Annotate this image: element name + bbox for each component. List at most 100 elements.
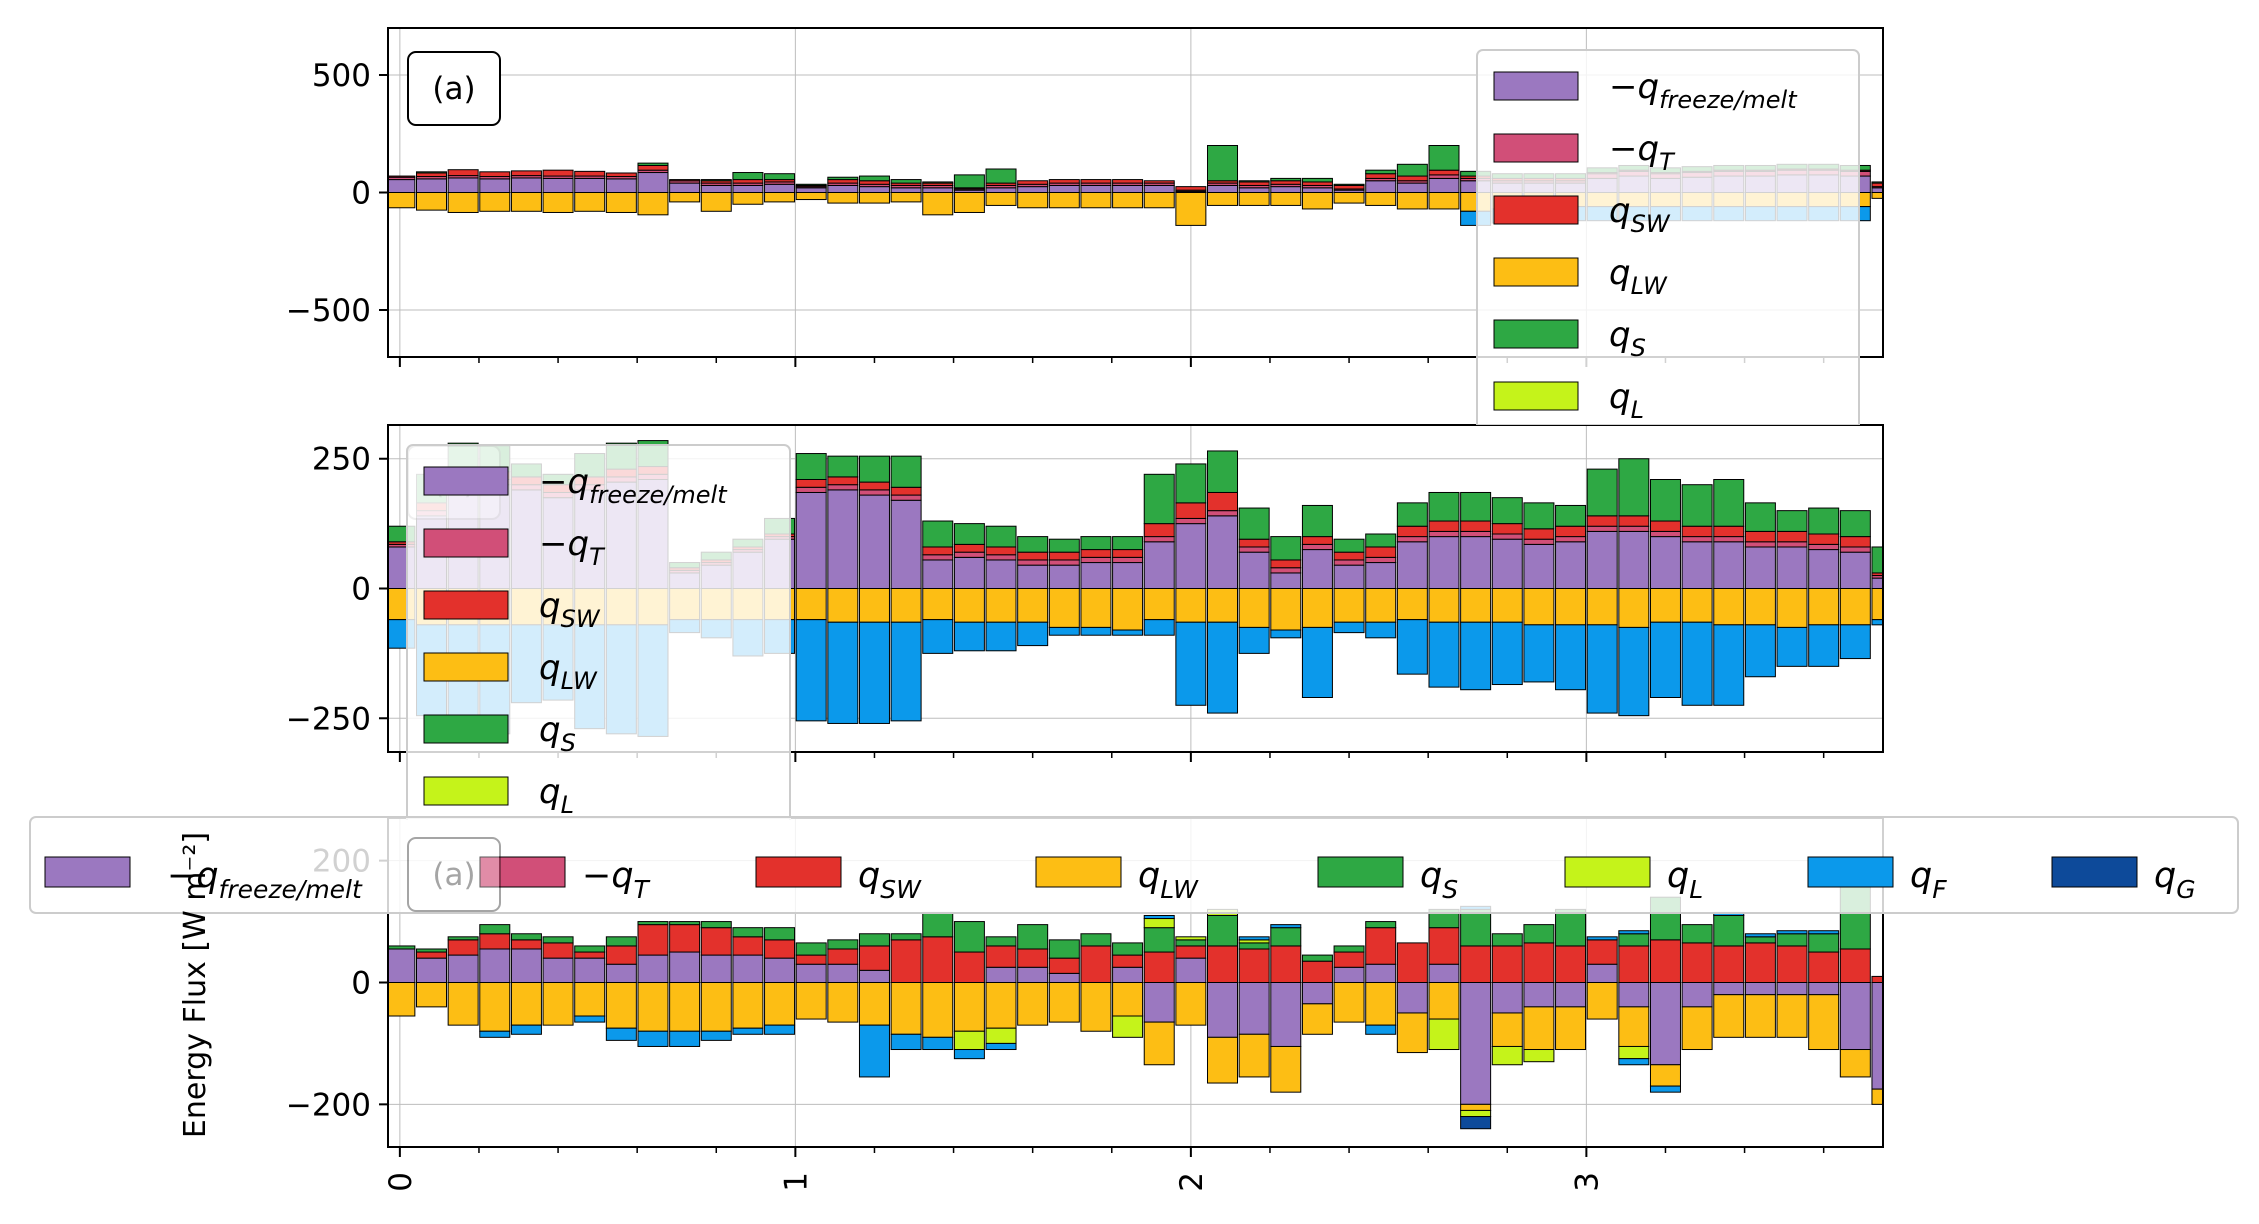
panel-label-top: (a) bbox=[407, 51, 501, 126]
bar-q_LW-neg bbox=[1618, 1006, 1650, 1047]
bar-q_freeze_melt-pos bbox=[1586, 963, 1618, 984]
bar-q_SW-pos bbox=[890, 486, 922, 496]
bar-q_LW-neg bbox=[732, 982, 764, 1029]
bar-q_SW-pos bbox=[1681, 525, 1713, 538]
bar-q_SW-pos bbox=[1428, 520, 1460, 532]
bar-q_SW-pos bbox=[1238, 538, 1270, 548]
bar-q_freeze_melt-pos bbox=[637, 954, 669, 983]
legend-swatch-q_L bbox=[1493, 381, 1579, 411]
legend-swatch-q_freeze_melt bbox=[44, 856, 131, 888]
bar-q_F-neg bbox=[1112, 629, 1144, 636]
bar-q_L-neg bbox=[1460, 1109, 1492, 1118]
bar-q_LW-neg bbox=[1301, 192, 1333, 210]
bar-q_LW-neg bbox=[1523, 588, 1555, 626]
bar-q_S-pos bbox=[732, 172, 764, 181]
bar-q_freeze_melt-pos bbox=[795, 187, 827, 194]
bar-q_S-pos bbox=[416, 171, 448, 174]
bar-q_SW-pos bbox=[1713, 945, 1745, 984]
bar-q_freeze_melt-pos bbox=[858, 969, 890, 984]
bar-q_freeze_melt-neg bbox=[1301, 982, 1333, 1005]
bar-q_freeze_melt-pos bbox=[890, 499, 922, 589]
bar-q_freeze_melt-pos bbox=[953, 556, 985, 589]
panel-label-text: (a) bbox=[432, 857, 475, 893]
bar-q_S-pos bbox=[764, 927, 796, 941]
bar-q_F-neg bbox=[1238, 626, 1270, 654]
bar-q_LW-neg bbox=[1713, 588, 1745, 626]
bar-q_F-neg bbox=[1080, 626, 1112, 636]
x-tick-label: 1 bbox=[778, 1172, 814, 1192]
bar-q_SW-pos bbox=[1048, 179, 1080, 184]
bar-q_LW-neg bbox=[1112, 982, 1144, 1017]
bar-q_LW-neg bbox=[827, 588, 859, 623]
bar-q_LW-neg bbox=[1808, 588, 1840, 626]
bar-q_LW-neg bbox=[1333, 982, 1365, 1023]
bar-q_T-pos bbox=[1270, 567, 1302, 574]
bar-q_SW-pos bbox=[858, 481, 890, 491]
bar-q_S-pos bbox=[1017, 536, 1049, 553]
bar-q_S-pos bbox=[858, 455, 890, 483]
bar-q_freeze_melt-pos bbox=[1270, 572, 1302, 590]
bar-q_freeze_melt-pos bbox=[1460, 536, 1492, 589]
bar-q_SW-pos bbox=[985, 546, 1017, 556]
bar-q_S-pos bbox=[1143, 473, 1175, 525]
bar-q_S-pos bbox=[1017, 924, 1049, 950]
bar-q_LW-neg bbox=[1491, 588, 1523, 623]
bar-q_L-neg bbox=[953, 1030, 985, 1051]
bar-q_freeze_melt-pos bbox=[388, 179, 416, 193]
legend-label-q_G: qG bbox=[2154, 856, 2196, 904]
bar-q_LW-neg bbox=[1871, 192, 1883, 199]
bar-q_LW-neg bbox=[1491, 1012, 1523, 1047]
legend-swatch-q_S bbox=[1317, 856, 1404, 888]
bar-q_SW-pos bbox=[1207, 945, 1239, 984]
bar-q_SW-pos bbox=[1555, 945, 1587, 984]
bar-q_L-neg bbox=[1523, 1049, 1555, 1063]
bar-q_freeze_melt-pos bbox=[1396, 541, 1428, 589]
bar-q_S-pos bbox=[985, 525, 1017, 548]
bar-q_F-neg bbox=[1048, 626, 1080, 636]
bar-q_S-pos bbox=[574, 945, 606, 953]
bar-q_LW-neg bbox=[732, 192, 764, 205]
bar-q_S-pos bbox=[1618, 933, 1650, 947]
bar-q_freeze_melt-neg bbox=[1618, 982, 1650, 1008]
bar-q_LW-neg bbox=[858, 588, 890, 623]
bar-q_S-pos bbox=[1301, 177, 1333, 183]
bar-q_freeze_melt-pos bbox=[1555, 541, 1587, 589]
legend-swatch-q_F bbox=[1807, 856, 1894, 888]
bar-q_LW-neg bbox=[1555, 1006, 1587, 1051]
bar-q_S-pos bbox=[1776, 510, 1808, 532]
bar-q_LW-neg bbox=[1839, 588, 1871, 626]
bar-q_T-pos bbox=[1744, 541, 1776, 548]
bar-q_freeze_melt-neg bbox=[1460, 982, 1492, 1105]
bar-q_LW-neg bbox=[1839, 1049, 1871, 1078]
bar-q_LW-neg bbox=[479, 982, 511, 1032]
bar-q_LW-neg bbox=[1143, 192, 1175, 209]
bar-q_LW-neg bbox=[1333, 192, 1365, 204]
bar-q_freeze_melt-pos bbox=[732, 954, 764, 983]
bar-q_SW-pos bbox=[605, 172, 637, 178]
bar-q_S-pos bbox=[1491, 497, 1523, 525]
bar-q_LW-neg bbox=[388, 192, 416, 209]
bar-q_S-pos bbox=[1871, 181, 1883, 184]
bar-q_S-pos bbox=[637, 921, 669, 926]
bar-q_S-pos bbox=[732, 927, 764, 938]
bar-q_LW-neg bbox=[1238, 192, 1270, 206]
legend-swatch-q_T bbox=[423, 528, 509, 558]
legend-middle: −qfreeze/melt −qT qSW qLW qS qL bbox=[406, 444, 791, 820]
bar-q_SW-pos bbox=[388, 175, 416, 178]
bar-q_T-pos bbox=[858, 489, 890, 496]
bar-q_S-pos bbox=[1365, 921, 1397, 929]
bar-q_freeze_melt-pos bbox=[827, 489, 859, 589]
bar-q_freeze_melt-pos bbox=[1112, 562, 1144, 589]
bar-q_LW-neg bbox=[1048, 982, 1080, 1023]
bar-q_freeze_melt-neg bbox=[1491, 982, 1523, 1014]
bar-q_freeze_melt-pos bbox=[922, 559, 954, 590]
bar-q_S-pos bbox=[1713, 914, 1745, 947]
legend-swatch-q_LW bbox=[1035, 856, 1122, 888]
bar-q_LW-neg bbox=[1238, 1033, 1270, 1078]
bar-q_freeze_melt-neg bbox=[1713, 982, 1745, 996]
bar-q_LW-neg bbox=[1017, 982, 1049, 1026]
bar-q_SW-pos bbox=[416, 172, 448, 178]
legend-swatch-q_SW bbox=[423, 590, 509, 620]
bar-q_freeze_melt-neg bbox=[1808, 982, 1840, 996]
bar-q_S-pos bbox=[922, 181, 954, 184]
